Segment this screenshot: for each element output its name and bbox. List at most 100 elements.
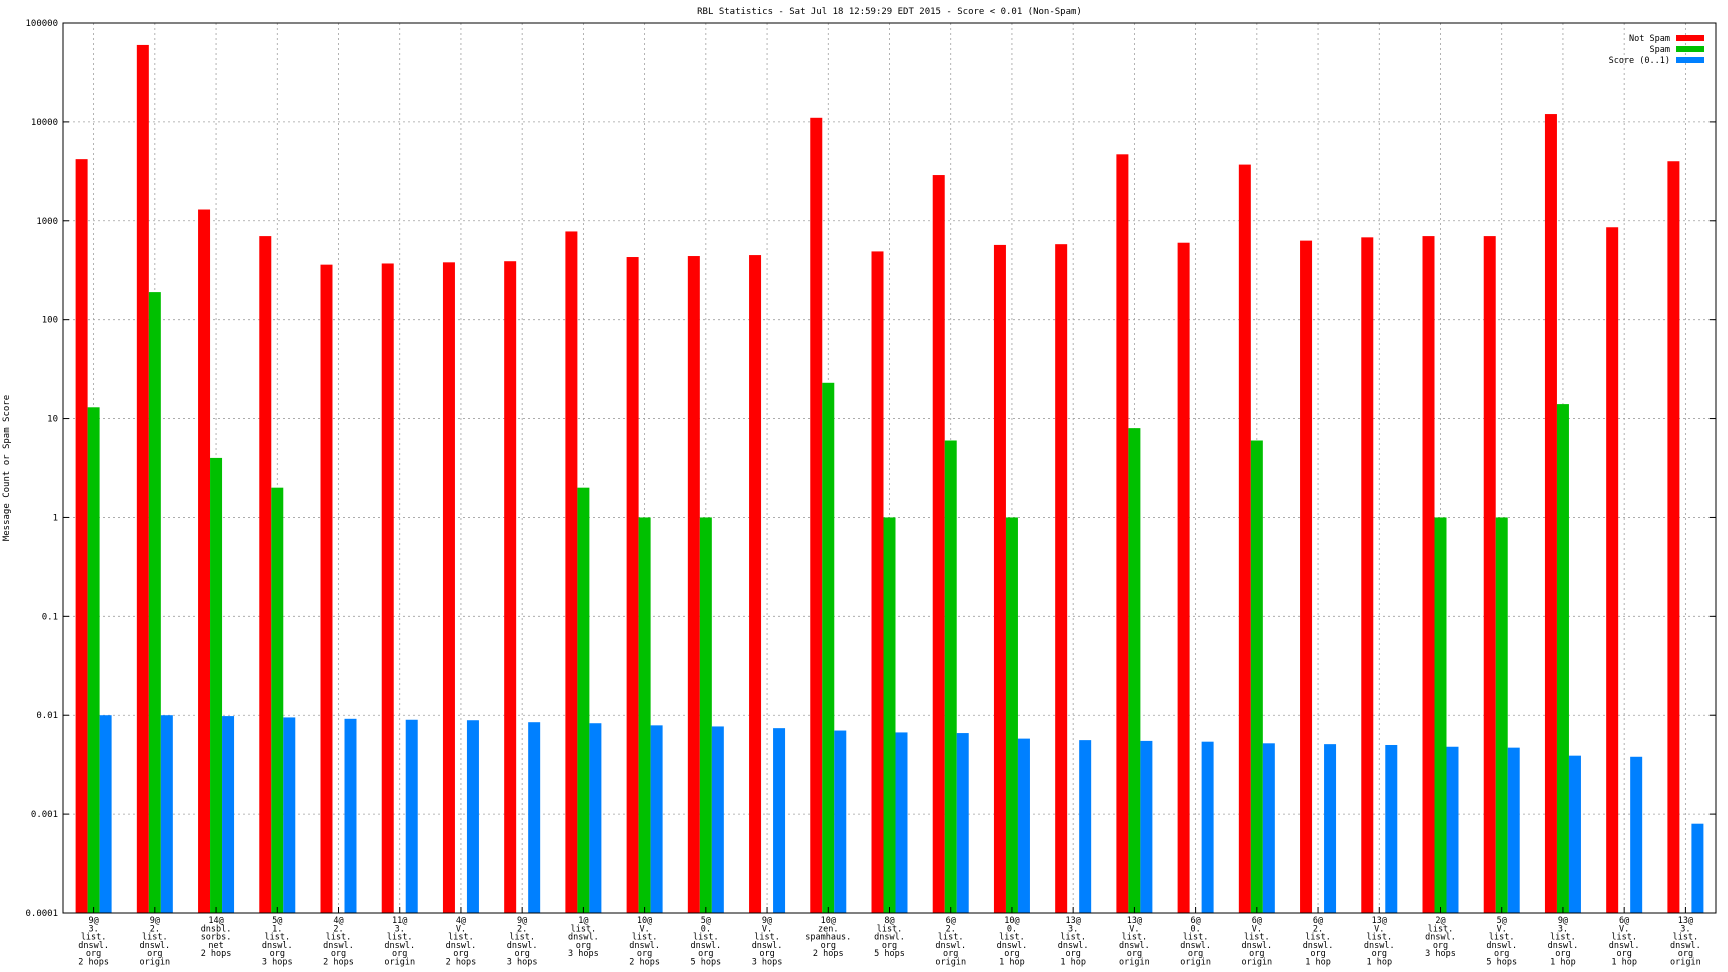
x-category-label-line: org [759,949,774,959]
x-category-label-line: list. [632,933,658,943]
bar-not-spam [1422,236,1435,914]
legend-label: Score (0..1) [1609,56,1670,66]
bar-spam [210,457,223,913]
bar-not-spam [1544,114,1557,914]
bar-score-0-1 [1201,741,1214,913]
x-category-label: 5@ 0. list. dnswl. org 5 hops [690,916,721,968]
x-category-label-line: 2. [517,924,527,934]
bar-spam [87,407,100,913]
x-category-label-line: 3 hops [262,958,293,968]
bar-not-spam [871,251,884,913]
x-category-label-line: org [1555,949,1570,959]
x-category-label-line: org [331,949,346,959]
x-category-label-line: 10@ [637,916,652,926]
bar-score-0-1 [1017,738,1030,913]
x-category-label: 8@ list. dnswl. org 5 hops [874,916,905,959]
legend-label: Spam [1650,45,1670,55]
x-category-label-line: origin [935,958,966,968]
x-category-label-line: 11@ [392,916,407,926]
bar-score-0-1 [1140,740,1153,913]
bars [75,44,1704,914]
bar-not-spam [1238,164,1251,914]
legend-swatch [1676,46,1704,52]
x-category-label: 4@ V. list. dnswl. org 2 hops [446,916,477,968]
x-category-label-line: 1 hop [999,958,1025,968]
x-category-label-line: list. [877,924,903,934]
x-category-label-line: dnswl. [629,941,660,951]
x-category-label-line: 13@ [1372,916,1387,926]
x-category-label-line: 2 hops [629,958,660,968]
x-category-label-line: origin [139,958,170,968]
x-category-label-line: V. [1129,924,1139,934]
x-category-label-line: 2 hops [201,949,232,959]
x-category-label-line: 2 hops [446,958,477,968]
y-axis-ticks: 0.0001 0.001 0.01 0.1 1 10 100 1000 10000 100000 [25,19,1716,919]
x-category-label-line: list. [571,924,597,934]
y-tick-label: 1 [53,513,58,523]
bar-score-0-1 [466,720,479,913]
x-category-label-line: sorbs. [201,933,232,943]
x-category-label-line: origin [1670,958,1701,968]
chart-title: RBL Statistics - Sat Jul 18 12:59:29 EDT… [697,7,1082,17]
x-category-label-line: org [270,949,285,959]
x-category-label-line: 1 hop [1305,958,1331,968]
bar-spam [1250,440,1263,913]
x-category-label-line: 1 hop [1060,958,1086,968]
x-category-label-line: 9@ [762,916,772,926]
bar-not-spam [565,231,578,913]
x-category-label-line: V. [456,924,466,934]
bar-not-spam [320,264,333,913]
x-category-label-line: 3 hops [1425,949,1456,959]
x-category-label-line: 6@ [1190,916,1200,926]
x-category-label: 13@ V. list. dnswl. org origin [1119,916,1150,968]
x-category-label-line: 10@ [1004,916,1019,926]
bar-not-spam [932,175,945,913]
x-category-label-line: 14@ [208,916,223,926]
bar-spam [944,440,957,913]
x-category-label: 10@ V. list. dnswl. org 2 hops [629,916,660,968]
x-category-label: 9@ 2. list. dnswl. org origin [139,916,170,968]
x-category-label-line: origin [1119,958,1150,968]
bar-not-spam [136,44,149,914]
x-category-label-line: zen. [818,924,838,934]
bar-not-spam [993,244,1006,913]
x-category-label: 5@ V. list. dnswl. org 5 hops [1486,916,1517,968]
x-category-label: 13@ 3. list. dnswl. org 1 hop [1058,916,1089,968]
bar-score-0-1 [834,730,847,913]
x-category-label-line: 3 hops [752,958,783,968]
x-category-label-line: 5@ [701,916,711,926]
bar-score-0-1 [1324,744,1337,913]
bar-score-0-1 [99,715,112,913]
x-category-label-line: dnswl. [568,933,599,943]
x-category-label-line: org [147,949,162,959]
x-category-label: 13@ V. list. dnswl. org 1 hop [1364,916,1395,968]
bar-not-spam [198,209,211,914]
x-category-label-line: 2. [150,924,160,934]
x-category-label-line: dnswl. [1241,941,1272,951]
x-category-label-line: V. [762,924,772,934]
x-category-label-line: 8@ [884,916,894,926]
x-category-label-line: 1 hop [1550,958,1576,968]
bar-spam [1495,517,1508,913]
x-category-label-line: list. [264,933,290,943]
x-category-label-line: 1@ [578,916,588,926]
x-category-label: 4@ 2. list. dnswl. org 2 hops [323,916,354,968]
x-category-label-line: 4@ [333,916,343,926]
bar-not-spam [749,255,762,913]
y-tick-label: 10 [47,415,58,425]
x-category-label-line: org [1188,949,1203,959]
x-category-label-line: org [1127,949,1142,959]
x-category-label-line: net [208,941,223,951]
x-category-label-line: list. [938,933,964,943]
bar-spam [1128,428,1141,913]
bar-not-spam [504,261,517,914]
x-category-label-line: 1 hop [1611,958,1637,968]
x-category-label-line: org [1494,949,1509,959]
legend-swatch [1676,57,1704,63]
x-category-label-line: 9@ [150,916,160,926]
x-category-label-line: org [453,949,468,959]
x-category-label-line: org [943,949,958,959]
x-category-label-line: dnswl. [1180,941,1211,951]
y-tick-label: 0.1 [42,612,58,622]
x-category-label-line: 3. [1680,924,1690,934]
